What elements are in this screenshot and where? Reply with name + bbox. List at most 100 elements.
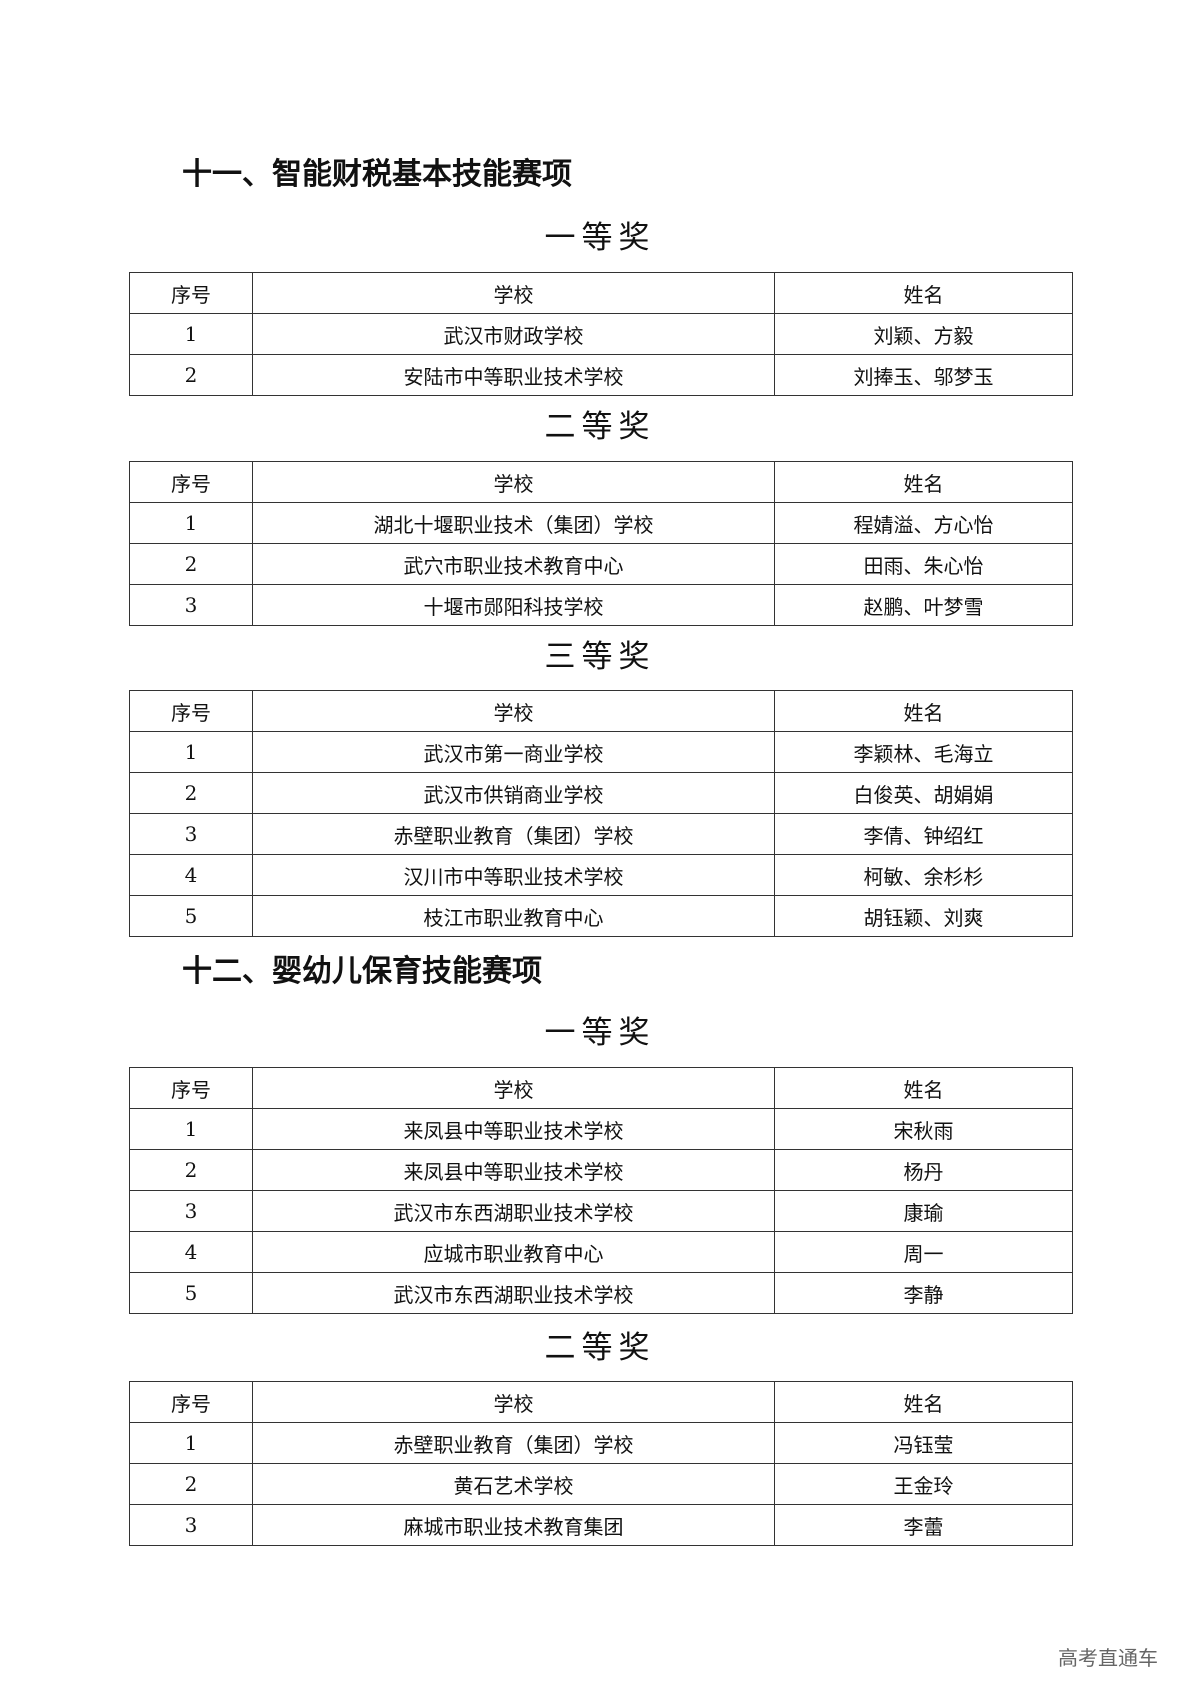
row-number: 5 (129, 895, 253, 937)
school-cell: 应城市职业教育中心 (252, 1231, 775, 1273)
table-row: 1 湖北十堰职业技术（集团）学校 程婧溢、方心怡 (129, 502, 1073, 544)
column-header-school: 学校 (252, 1381, 775, 1423)
table-row: 3 武汉市东西湖职业技术学校 康瑜 (129, 1190, 1073, 1232)
section-title: 十二、婴幼儿保育技能赛项 (182, 954, 542, 989)
table-header-row: 序号 学校 姓名 (129, 272, 1073, 314)
name-cell: 周一 (774, 1231, 1073, 1273)
row-number: 3 (129, 1504, 253, 1546)
row-number: 2 (129, 772, 253, 814)
column-header-no: 序号 (129, 690, 253, 732)
name-cell: 程婧溢、方心怡 (774, 502, 1073, 544)
table-row: 1 来凤县中等职业技术学校 宋秋雨 (129, 1108, 1073, 1150)
name-cell: 康瑜 (774, 1190, 1073, 1232)
school-cell: 枝江市职业教育中心 (252, 895, 775, 937)
name-cell: 白俊英、胡娟娟 (774, 772, 1073, 814)
section-title: 十一、智能财税基本技能赛项 (182, 157, 572, 192)
column-header-name: 姓名 (774, 272, 1073, 314)
row-number: 1 (129, 502, 253, 544)
school-cell: 麻城市职业技术教育集团 (252, 1504, 775, 1546)
row-number: 3 (129, 813, 253, 855)
column-header-no: 序号 (129, 1067, 253, 1109)
table-row: 4 应城市职业教育中心 周一 (129, 1231, 1073, 1273)
school-cell: 赤壁职业教育（集团）学校 (252, 1422, 775, 1464)
school-cell: 湖北十堰职业技术（集团）学校 (252, 502, 775, 544)
award-level-heading: 一等奖 (544, 220, 656, 256)
column-header-school: 学校 (252, 1067, 775, 1109)
row-number: 1 (129, 313, 253, 355)
school-cell: 赤壁职业教育（集团）学校 (252, 813, 775, 855)
name-cell: 李静 (774, 1272, 1073, 1314)
watermark: 高考直通车 (1058, 1646, 1158, 1670)
table-header-row: 序号 学校 姓名 (129, 690, 1073, 732)
name-cell: 刘捧玉、邬梦玉 (774, 354, 1073, 396)
column-header-school: 学校 (252, 461, 775, 503)
award-level-heading: 二等奖 (544, 1330, 656, 1366)
school-cell: 汉川市中等职业技术学校 (252, 854, 775, 896)
award-table: 序号 学校 姓名 1 来凤县中等职业技术学校 宋秋雨 2 来凤县中等职业技术学校 杨丹 3 武汉市东… (129, 1067, 1073, 1314)
table-header-row: 序号 学校 姓名 (129, 1381, 1073, 1423)
name-cell: 李颖林、毛海立 (774, 731, 1073, 773)
award-table: 序号 学校 姓名 1 武汉市财政学校 刘颖、方毅 2 安陆市中等职业技术学校 刘捧玉、邬梦玉 (129, 272, 1073, 396)
award-level-heading: 二等奖 (544, 409, 656, 445)
award-level-heading: 一等奖 (544, 1015, 656, 1051)
column-header-name: 姓名 (774, 1067, 1073, 1109)
name-cell: 李蕾 (774, 1504, 1073, 1546)
award-table: 序号 学校 姓名 1 湖北十堰职业技术（集团）学校 程婧溢、方心怡 2 武穴市职业技术教育中心… (129, 461, 1073, 626)
row-number: 1 (129, 731, 253, 773)
school-cell: 武穴市职业技术教育中心 (252, 543, 775, 585)
row-number: 4 (129, 854, 253, 896)
school-cell: 黄石艺术学校 (252, 1463, 775, 1505)
name-cell: 刘颖、方毅 (774, 313, 1073, 355)
row-number: 4 (129, 1231, 253, 1273)
table-row: 1 武汉市财政学校 刘颖、方毅 (129, 313, 1073, 355)
row-number: 2 (129, 1149, 253, 1191)
column-header-name: 姓名 (774, 1381, 1073, 1423)
school-cell: 安陆市中等职业技术学校 (252, 354, 775, 396)
row-number: 3 (129, 584, 253, 626)
school-cell: 来凤县中等职业技术学校 (252, 1108, 775, 1150)
table-row: 2 安陆市中等职业技术学校 刘捧玉、邬梦玉 (129, 354, 1073, 396)
column-header-school: 学校 (252, 690, 775, 732)
table-header-row: 序号 学校 姓名 (129, 461, 1073, 503)
school-cell: 武汉市供销商业学校 (252, 772, 775, 814)
table-header-row: 序号 学校 姓名 (129, 1067, 1073, 1109)
row-number: 1 (129, 1422, 253, 1464)
name-cell: 赵鹏、叶梦雪 (774, 584, 1073, 626)
school-cell: 武汉市东西湖职业技术学校 (252, 1190, 775, 1232)
table-row: 5 武汉市东西湖职业技术学校 李静 (129, 1272, 1073, 1314)
school-cell: 武汉市东西湖职业技术学校 (252, 1272, 775, 1314)
column-header-no: 序号 (129, 1381, 253, 1423)
school-cell: 武汉市第一商业学校 (252, 731, 775, 773)
award-table: 序号 学校 姓名 1 赤壁职业教育（集团）学校 冯钰莹 2 黄石艺术学校 王金玲 3 麻城市职业技术… (129, 1381, 1073, 1546)
name-cell: 冯钰莹 (774, 1422, 1073, 1464)
row-number: 2 (129, 354, 253, 396)
row-number: 1 (129, 1108, 253, 1150)
school-cell: 武汉市财政学校 (252, 313, 775, 355)
table-row: 3 赤壁职业教育（集团）学校 李倩、钟绍红 (129, 813, 1073, 855)
name-cell: 田雨、朱心怡 (774, 543, 1073, 585)
row-number: 2 (129, 1463, 253, 1505)
column-header-school: 学校 (252, 272, 775, 314)
row-number: 2 (129, 543, 253, 585)
table-row: 1 武汉市第一商业学校 李颖林、毛海立 (129, 731, 1073, 773)
name-cell: 王金玲 (774, 1463, 1073, 1505)
row-number: 3 (129, 1190, 253, 1232)
name-cell: 宋秋雨 (774, 1108, 1073, 1150)
school-cell: 来凤县中等职业技术学校 (252, 1149, 775, 1191)
name-cell: 柯敏、余杉杉 (774, 854, 1073, 896)
column-header-no: 序号 (129, 272, 253, 314)
table-row: 3 十堰市郧阳科技学校 赵鹏、叶梦雪 (129, 584, 1073, 626)
row-number: 5 (129, 1272, 253, 1314)
award-table: 序号 学校 姓名 1 武汉市第一商业学校 李颖林、毛海立 2 武汉市供销商业学校 白俊英、胡娟娟… (129, 690, 1073, 937)
table-row: 2 武穴市职业技术教育中心 田雨、朱心怡 (129, 543, 1073, 585)
column-header-no: 序号 (129, 461, 253, 503)
column-header-name: 姓名 (774, 690, 1073, 732)
table-row: 5 枝江市职业教育中心 胡钰颖、刘爽 (129, 895, 1073, 937)
name-cell: 杨丹 (774, 1149, 1073, 1191)
table-row: 1 赤壁职业教育（集团）学校 冯钰莹 (129, 1422, 1073, 1464)
table-row: 2 黄石艺术学校 王金玲 (129, 1463, 1073, 1505)
school-cell: 十堰市郧阳科技学校 (252, 584, 775, 626)
name-cell: 李倩、钟绍红 (774, 813, 1073, 855)
table-row: 3 麻城市职业技术教育集团 李蕾 (129, 1504, 1073, 1546)
table-row: 2 来凤县中等职业技术学校 杨丹 (129, 1149, 1073, 1191)
